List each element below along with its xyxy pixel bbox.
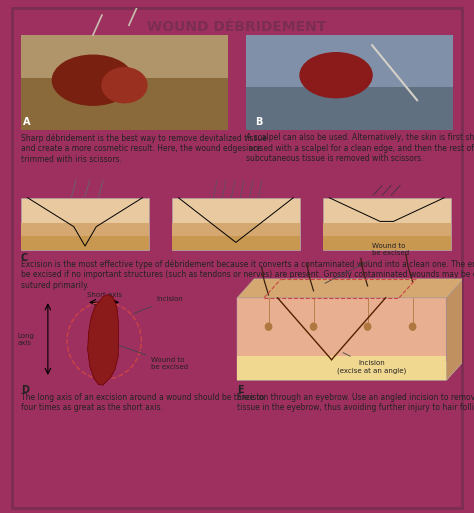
Text: Short axis: Short axis <box>87 292 122 298</box>
Text: A: A <box>23 117 31 127</box>
Polygon shape <box>237 361 464 380</box>
FancyBboxPatch shape <box>21 78 228 130</box>
Text: Sharp débridement is the best way to remove devitalized tissue
and create a more: Sharp débridement is the best way to rem… <box>21 133 267 164</box>
Text: D: D <box>21 385 29 396</box>
FancyBboxPatch shape <box>21 223 149 250</box>
Polygon shape <box>237 279 464 298</box>
FancyBboxPatch shape <box>172 223 300 250</box>
FancyBboxPatch shape <box>246 35 453 130</box>
FancyBboxPatch shape <box>172 198 300 250</box>
Ellipse shape <box>300 53 372 97</box>
FancyBboxPatch shape <box>322 223 451 250</box>
Polygon shape <box>237 356 447 380</box>
Text: C: C <box>21 253 28 263</box>
Circle shape <box>265 323 272 330</box>
FancyBboxPatch shape <box>322 235 451 250</box>
FancyBboxPatch shape <box>172 235 300 250</box>
Text: A scalpel can also be used. Alternatively, the skin is first sharply
incised wit: A scalpel can also be used. Alternativel… <box>246 133 474 163</box>
Ellipse shape <box>102 68 147 103</box>
Circle shape <box>365 323 371 330</box>
Circle shape <box>410 323 416 330</box>
Text: B: B <box>255 117 263 127</box>
Text: Wound to
be excised: Wound to be excised <box>325 243 409 283</box>
Text: Wound to
be excised: Wound to be excised <box>116 344 189 369</box>
Text: Incision
(excise at an angle): Incision (excise at an angle) <box>337 352 407 374</box>
FancyBboxPatch shape <box>21 35 228 130</box>
Text: E: E <box>237 385 244 396</box>
FancyBboxPatch shape <box>322 198 451 250</box>
Circle shape <box>310 323 317 330</box>
Text: The long axis of an excision around a wound should be three to
four times as gre: The long axis of an excision around a wo… <box>21 393 264 412</box>
FancyBboxPatch shape <box>246 88 453 130</box>
FancyBboxPatch shape <box>21 198 149 250</box>
Text: WOUND DÉBRIDEMENT: WOUND DÉBRIDEMENT <box>147 20 327 34</box>
Polygon shape <box>88 294 118 385</box>
FancyBboxPatch shape <box>21 235 149 250</box>
Ellipse shape <box>52 55 133 105</box>
Text: Excision is the most effective type of débridement because it converts a contami: Excision is the most effective type of d… <box>21 259 474 289</box>
Polygon shape <box>447 279 464 380</box>
Polygon shape <box>237 298 447 380</box>
Text: Excision through an eyebrow. Use an angled incision to remove
tissue in the eyeb: Excision through an eyebrow. Use an angl… <box>237 393 474 412</box>
Text: Incision: Incision <box>134 297 182 313</box>
Text: Long
axis: Long axis <box>17 332 34 346</box>
